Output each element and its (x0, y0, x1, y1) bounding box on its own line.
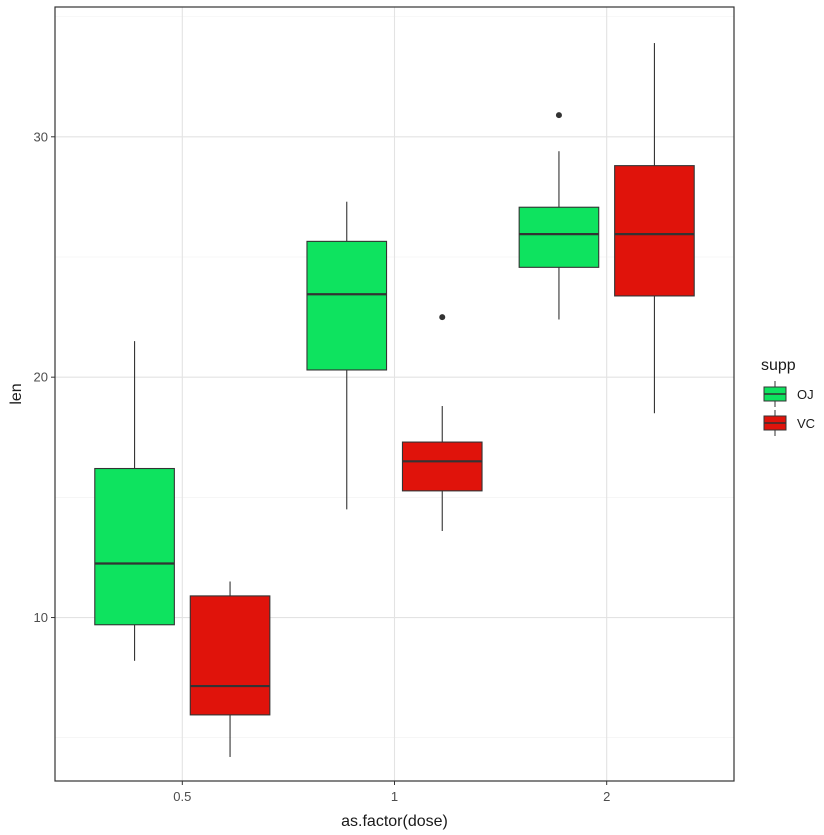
box-body (614, 165, 695, 297)
y-tick-label: 20 (34, 370, 48, 385)
outlier-point (439, 314, 446, 321)
box-VC-0.5 (189, 581, 271, 757)
legend-entry-OJ: OJ (763, 381, 814, 407)
y-tick-label: 10 (34, 610, 48, 625)
grid (55, 7, 734, 781)
y-axis: 10 20 30 (34, 129, 55, 625)
y-tick-label: 30 (34, 129, 48, 144)
box-VC-1 (401, 314, 483, 532)
legend-label: OJ (797, 387, 814, 402)
box-body (94, 467, 175, 626)
x-tick-label: 0.5 (173, 789, 191, 804)
y-axis-title: len (8, 383, 25, 404)
box-body (518, 206, 600, 268)
legend-title: supp (761, 357, 796, 374)
box-OJ-0.5 (94, 341, 175, 661)
legend: supp OJ VC (761, 357, 815, 436)
x-axis: 0.5 1 2 (173, 781, 610, 804)
x-tick-label: 1 (391, 789, 398, 804)
box-body (401, 441, 483, 492)
x-axis-title: as.factor(dose) (341, 813, 448, 830)
x-tick-label: 2 (603, 789, 610, 804)
legend-label: VC (797, 416, 815, 431)
box-OJ-2 (518, 112, 600, 320)
box-OJ-1 (306, 201, 388, 510)
outlier-point (555, 112, 562, 119)
legend-entry-VC: VC (763, 410, 815, 436)
boxes (94, 43, 695, 757)
box-body (189, 595, 271, 716)
box-VC-2 (614, 43, 695, 414)
box-body (306, 240, 388, 371)
